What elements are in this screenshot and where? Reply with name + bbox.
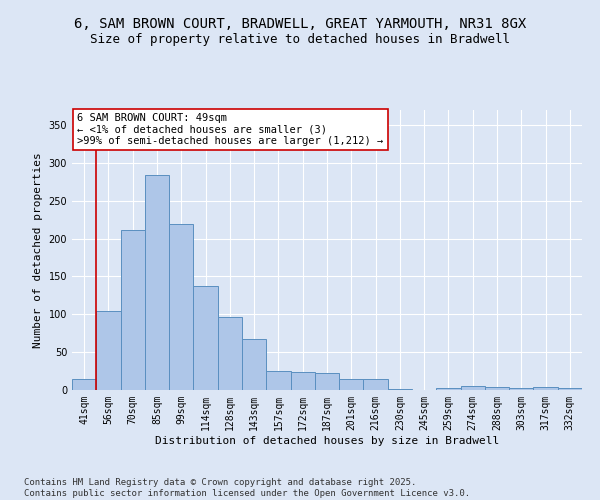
Bar [461,386,485,390]
Bar [169,224,193,390]
Text: Contains HM Land Registry data © Crown copyright and database right 2025.
Contai: Contains HM Land Registry data © Crown c… [24,478,470,498]
Bar [242,340,266,390]
Bar [388,389,412,390]
Bar [533,387,558,390]
Y-axis label: Number of detached properties: Number of detached properties [33,152,43,348]
Bar [72,380,96,390]
Bar [290,372,315,390]
Text: 6 SAM BROWN COURT: 49sqm
← <1% of detached houses are smaller (3)
>99% of semi-d: 6 SAM BROWN COURT: 49sqm ← <1% of detach… [77,113,383,146]
X-axis label: Distribution of detached houses by size in Bradwell: Distribution of detached houses by size … [155,436,499,446]
Bar [193,286,218,390]
Bar [485,387,509,390]
Bar [145,175,169,390]
Bar [558,388,582,390]
Bar [315,374,339,390]
Text: Size of property relative to detached houses in Bradwell: Size of property relative to detached ho… [90,32,510,46]
Bar [509,388,533,390]
Bar [266,371,290,390]
Bar [218,316,242,390]
Bar [121,230,145,390]
Bar [339,380,364,390]
Bar [364,380,388,390]
Text: 6, SAM BROWN COURT, BRADWELL, GREAT YARMOUTH, NR31 8GX: 6, SAM BROWN COURT, BRADWELL, GREAT YARM… [74,18,526,32]
Bar [96,310,121,390]
Bar [436,388,461,390]
